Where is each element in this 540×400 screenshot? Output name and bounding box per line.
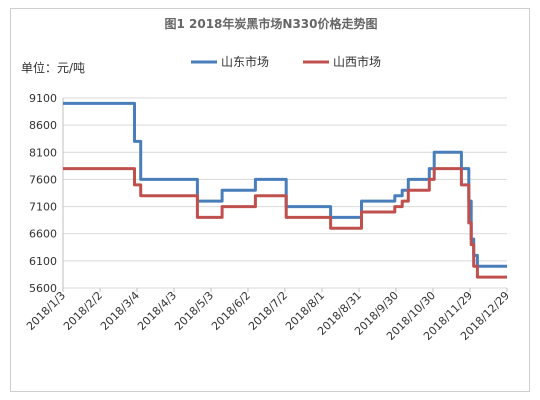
x-tick-label: 2018/7/2 [246, 289, 290, 333]
plot-area [63, 101, 507, 279]
y-tick-label: 8100 [29, 146, 57, 159]
x-tick-label: 2018/2/2 [61, 289, 105, 333]
y-axis: 9100 8600 8100 7600 7100 6600 6100 5600 [29, 92, 64, 295]
y-tick-label: 6100 [29, 255, 57, 268]
legend-label-2: 山西市场 [333, 54, 381, 69]
y-tick-label: 7600 [29, 173, 57, 186]
chart-title: 图1 2018年炭黑市场N330价格走势图 [164, 16, 377, 31]
x-tick-label: 2018/1/3 [24, 289, 68, 333]
y-tick-label: 9100 [29, 92, 57, 105]
legend: 山东市场 山西市场 [191, 54, 381, 69]
y-tick-label: 6600 [29, 228, 57, 241]
x-axis: 2018/1/32018/2/22018/3/42018/4/32018/5/3… [24, 288, 512, 343]
series-line-2 [63, 167, 507, 279]
series-line-1 [63, 101, 507, 268]
y-tick-label: 7100 [29, 201, 57, 214]
unit-label: 单位：元/吨 [21, 60, 85, 75]
x-tick-label: 2018/5/3 [172, 289, 216, 333]
chart-frame: 图1 2018年炭黑市场N330价格走势图 单位：元/吨 山东市场 山西市场 91… [10, 8, 530, 392]
legend-label-1: 山东市场 [221, 54, 269, 69]
y-tick-label: 5600 [29, 282, 57, 295]
y-tick-label: 8600 [29, 119, 57, 132]
x-tick-label: 2018/6/2 [209, 289, 253, 333]
x-tick-label: 2018/3/4 [98, 289, 142, 333]
x-tick-label: 2018/4/3 [135, 289, 179, 333]
line-chart: 图1 2018年炭黑市场N330价格走势图 单位：元/吨 山东市场 山西市场 91… [21, 16, 512, 343]
